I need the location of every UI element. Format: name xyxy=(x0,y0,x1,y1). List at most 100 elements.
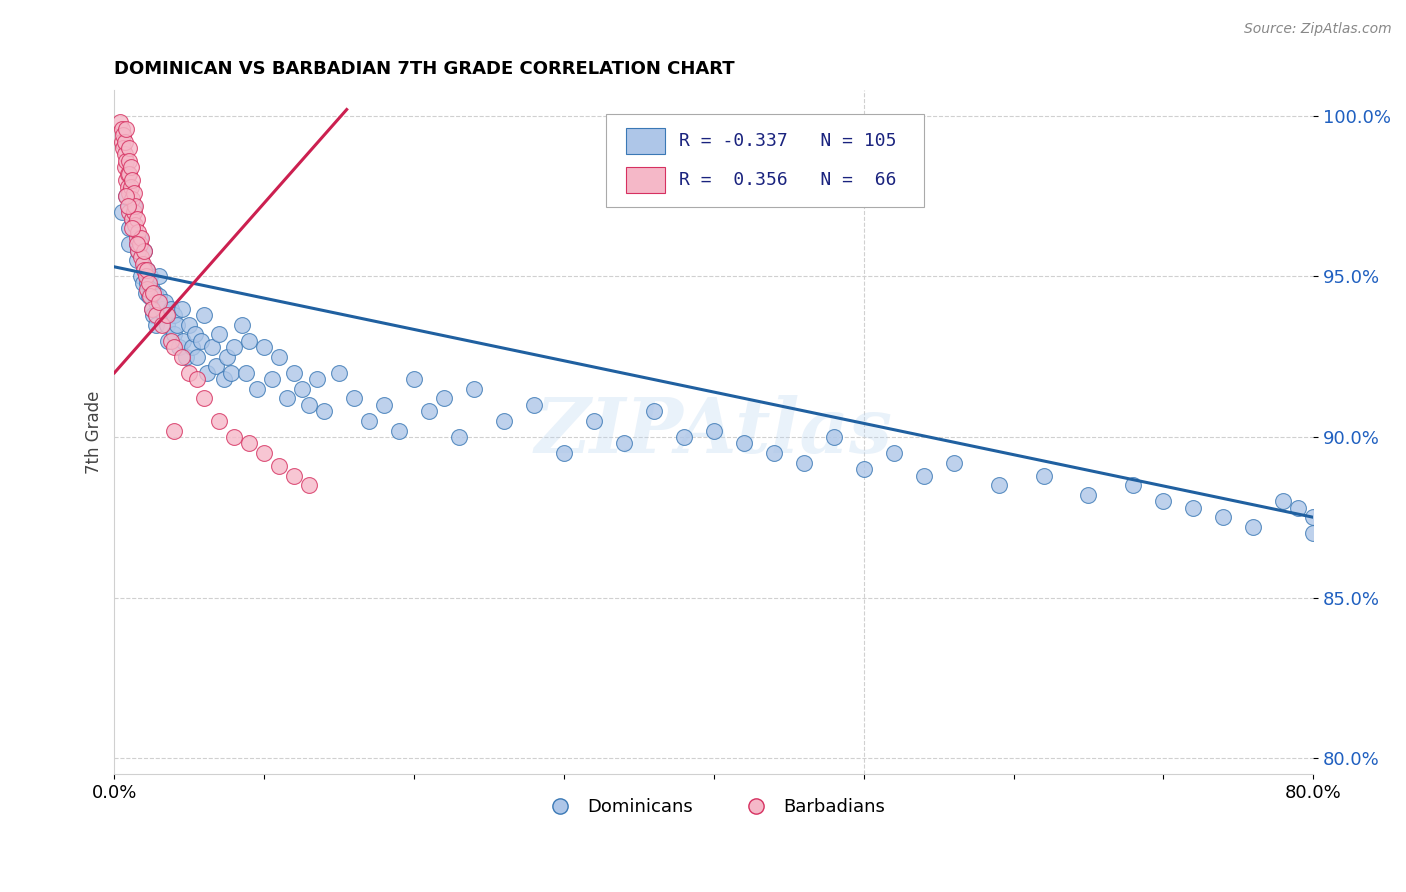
Bar xyxy=(626,167,665,193)
Point xyxy=(138,289,160,303)
Point xyxy=(492,414,515,428)
Point xyxy=(141,282,163,296)
Point xyxy=(117,167,139,181)
Point xyxy=(125,237,148,252)
Point xyxy=(134,244,156,258)
Point xyxy=(135,285,157,300)
Point xyxy=(1077,488,1099,502)
Point xyxy=(193,392,215,406)
Point xyxy=(276,392,298,406)
Point xyxy=(156,308,179,322)
Point xyxy=(134,263,156,277)
Point xyxy=(111,121,134,136)
Point xyxy=(359,414,381,428)
Point xyxy=(157,334,180,348)
Point xyxy=(112,141,135,155)
Point xyxy=(283,366,305,380)
Point xyxy=(117,179,139,194)
Point xyxy=(388,424,411,438)
Point xyxy=(1122,478,1144,492)
Point xyxy=(121,193,143,207)
Point xyxy=(127,225,149,239)
Point xyxy=(298,478,321,492)
Point xyxy=(373,398,395,412)
Point xyxy=(134,244,156,258)
Point xyxy=(120,161,142,175)
Point xyxy=(142,285,165,300)
Text: DOMINICAN VS BARBADIAN 7TH GRADE CORRELATION CHART: DOMINICAN VS BARBADIAN 7TH GRADE CORRELA… xyxy=(114,60,735,78)
Point xyxy=(582,414,605,428)
Point xyxy=(134,260,156,274)
Point xyxy=(167,340,190,354)
Point xyxy=(987,478,1010,492)
Point xyxy=(823,430,845,444)
Point xyxy=(148,289,170,303)
Point xyxy=(117,199,139,213)
Y-axis label: 7th Grade: 7th Grade xyxy=(86,391,103,474)
Point xyxy=(205,359,228,374)
Point xyxy=(131,269,153,284)
Point xyxy=(172,334,194,348)
Point xyxy=(224,340,246,354)
Point xyxy=(201,340,224,354)
Point xyxy=(703,424,725,438)
Point xyxy=(221,366,243,380)
Point xyxy=(212,372,235,386)
Point xyxy=(150,301,173,316)
Point xyxy=(523,398,546,412)
Point xyxy=(733,436,755,450)
Point xyxy=(186,350,208,364)
Point xyxy=(1152,494,1174,508)
Point xyxy=(124,199,146,213)
Point xyxy=(163,340,186,354)
Point xyxy=(942,456,965,470)
Point xyxy=(291,382,314,396)
Point xyxy=(153,308,176,322)
Point xyxy=(224,430,246,444)
Point xyxy=(912,468,935,483)
Point xyxy=(122,199,145,213)
Point xyxy=(139,289,162,303)
Point xyxy=(156,318,179,332)
Point xyxy=(193,308,215,322)
Point xyxy=(269,350,291,364)
Point xyxy=(305,372,328,386)
Point xyxy=(141,301,163,316)
Point xyxy=(314,404,336,418)
Text: Source: ZipAtlas.com: Source: ZipAtlas.com xyxy=(1244,22,1392,37)
Point xyxy=(136,263,159,277)
Point xyxy=(111,205,134,219)
Point xyxy=(115,153,138,168)
Point xyxy=(672,430,695,444)
Point xyxy=(115,121,138,136)
Point xyxy=(118,167,141,181)
Point xyxy=(298,398,321,412)
Point xyxy=(1212,510,1234,524)
Point xyxy=(125,231,148,245)
Point xyxy=(163,424,186,438)
Point xyxy=(128,237,150,252)
Point xyxy=(179,366,201,380)
Point xyxy=(253,446,276,460)
Bar xyxy=(626,128,665,154)
Point xyxy=(121,211,143,226)
Point xyxy=(166,318,188,332)
Point xyxy=(328,366,350,380)
Point xyxy=(114,161,136,175)
Point xyxy=(762,446,785,460)
Point xyxy=(231,318,253,332)
Point xyxy=(208,327,231,342)
Point xyxy=(118,141,141,155)
Point xyxy=(111,135,134,149)
Point xyxy=(463,382,485,396)
Point xyxy=(132,276,155,290)
Point xyxy=(135,269,157,284)
Point xyxy=(114,147,136,161)
Point xyxy=(1182,500,1205,515)
Point xyxy=(852,462,875,476)
FancyBboxPatch shape xyxy=(606,114,924,207)
Point xyxy=(163,308,186,322)
Point xyxy=(125,253,148,268)
Point xyxy=(127,244,149,258)
Point xyxy=(121,221,143,235)
